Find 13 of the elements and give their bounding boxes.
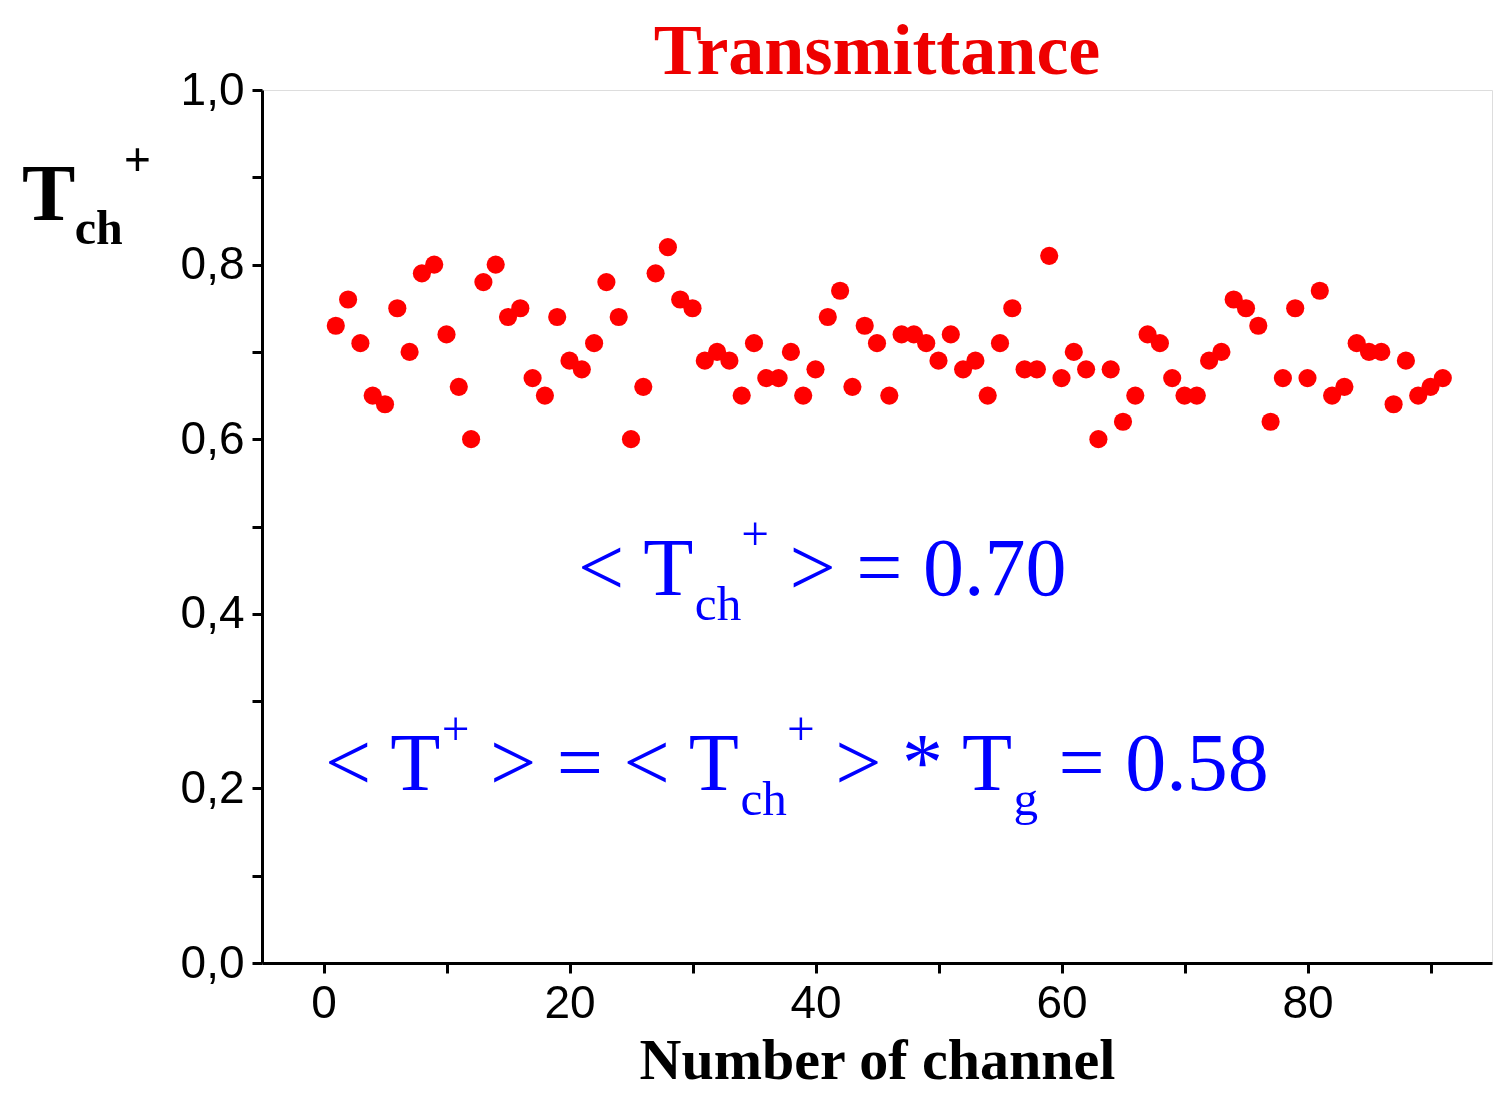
- chart-title: Transmittance: [653, 10, 1101, 90]
- y-tick-label: 0,4: [180, 586, 245, 639]
- x-tick-label: 40: [790, 975, 842, 1028]
- x-tick-label: 60: [1036, 975, 1088, 1028]
- y-tick-label: 0,2: [180, 760, 245, 813]
- x-axis-title: Number of channel: [639, 1026, 1116, 1092]
- y-tick-label: 0,0: [180, 935, 245, 988]
- x-tick-label: 80: [1282, 975, 1334, 1028]
- x-tick-label: 0: [311, 975, 337, 1028]
- x-tick-label: 20: [544, 975, 596, 1028]
- y-tick-label: 1,0: [180, 62, 245, 115]
- y-tick-label: 0,6: [180, 411, 245, 464]
- y-tick-label: 0,8: [180, 237, 245, 290]
